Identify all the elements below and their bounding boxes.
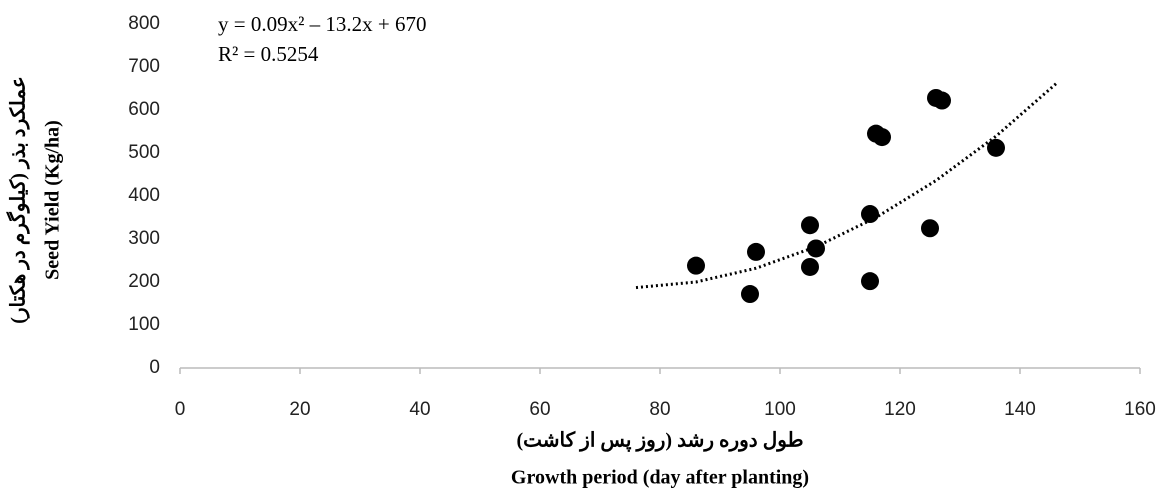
equation: y = 0.09x² – 13.2x + 670 [218, 12, 426, 36]
point [933, 91, 951, 110]
y-tick-label: 700 [128, 56, 160, 77]
x-tick-label: 40 [409, 399, 430, 420]
y-tick-label: 100 [128, 314, 160, 335]
point [801, 257, 819, 276]
point [741, 285, 759, 304]
x-title-fa: طول دوره رشد (روز پس از کاشت) [517, 430, 804, 453]
point [861, 205, 879, 224]
x-tick-label: 60 [529, 399, 550, 420]
x-tick-label: 160 [1124, 399, 1156, 420]
r-squared: R² = 0.5254 [218, 42, 319, 66]
point [861, 272, 879, 291]
x-tick-label: 120 [884, 399, 916, 420]
x-tick-label: 100 [764, 399, 796, 420]
x-tick-label: 0 [175, 399, 186, 420]
y-tick-label: 0 [149, 357, 160, 378]
point [873, 128, 891, 147]
trendline [635, 82, 1057, 290]
point [921, 219, 939, 238]
x-title-en: Growth period (day after planting) [511, 467, 809, 489]
y-tick-label: 800 [128, 13, 160, 34]
point [687, 256, 705, 275]
point [987, 138, 1005, 157]
y-tick-label: 500 [128, 142, 160, 163]
x-tick-label: 140 [1004, 399, 1036, 420]
y-tick-label: 300 [128, 228, 160, 249]
point [747, 242, 765, 261]
x-tick-label: 80 [649, 399, 670, 420]
y-tick-label: 200 [128, 271, 160, 292]
y-tick-label: 400 [128, 185, 160, 206]
x-tick-label: 20 [289, 399, 310, 420]
y-tick-label: 600 [128, 99, 160, 120]
y-title-en: Seed Yield (Kg/ha) [42, 120, 64, 280]
point [801, 216, 819, 235]
y-title-fa: عملکرد بذر (کیلوگرم در هکتار) [6, 76, 31, 324]
point [807, 239, 825, 258]
